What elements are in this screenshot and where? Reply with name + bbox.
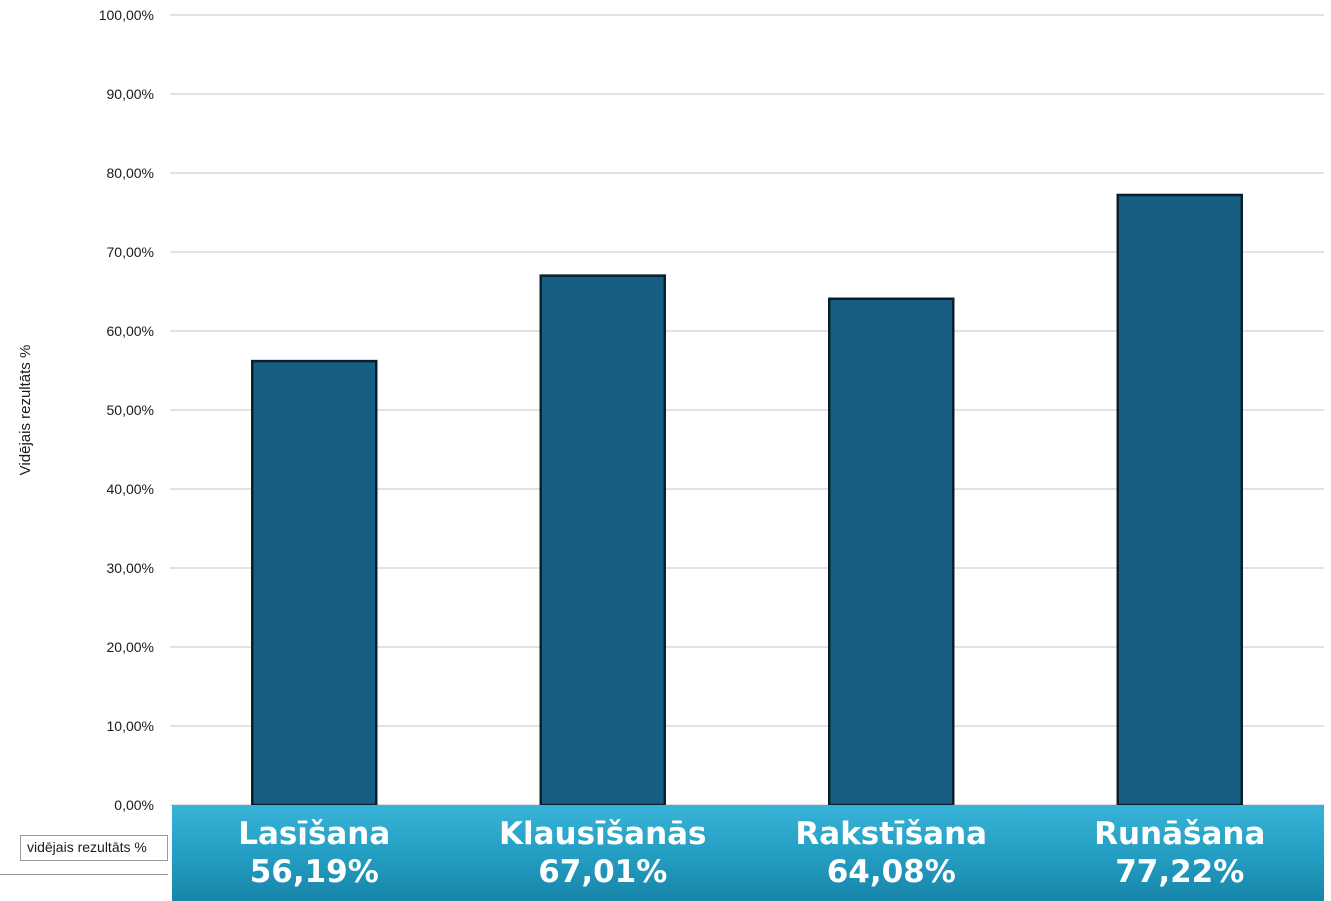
- y-tick-label: 30,00%: [107, 560, 154, 576]
- bar-rakstīšana: [828, 297, 955, 807]
- y-tick-label: 0,00%: [114, 797, 154, 813]
- legend-entry: vidējais rezultāts %: [20, 835, 168, 861]
- category-value-label: 56,19%: [249, 854, 379, 890]
- y-tick-label: 20,00%: [107, 639, 154, 655]
- category-name: Lasīšana: [238, 816, 391, 852]
- y-tick-label: 90,00%: [107, 86, 154, 102]
- bar-klausīšanās: [539, 274, 666, 807]
- category-value-label: 64,08%: [826, 854, 956, 890]
- bars: [251, 193, 1243, 807]
- y-tick-label: 10,00%: [107, 718, 154, 734]
- y-tick-label: 50,00%: [107, 402, 154, 418]
- y-tick-label: 70,00%: [107, 244, 154, 260]
- y-axis-label: Vidējais rezultāts %: [17, 345, 34, 476]
- category-label: Runāšana 77,22%: [1036, 805, 1324, 901]
- y-tick-label: 60,00%: [107, 323, 154, 339]
- legend-series-name: vidējais rezultāts %: [27, 839, 147, 855]
- bar-lasīšana: [251, 359, 378, 807]
- y-axis-ticks: 0,00% 10,00% 20,00% 30,00% 40,00% 50,00% 60,00…: [99, 7, 154, 813]
- category-value-label: 77,22%: [1115, 854, 1245, 890]
- bar-runāšana: [1116, 193, 1243, 807]
- category-name: Rakstīšana: [795, 816, 988, 852]
- category-label: Klausīšanās 67,01%: [459, 805, 747, 901]
- category-value-label: 67,01%: [538, 854, 668, 890]
- y-tick-label: 100,00%: [99, 7, 154, 23]
- legend-divider: [0, 874, 168, 875]
- category-name: Runāšana: [1094, 816, 1266, 852]
- category-label: Lasīšana 56,19%: [170, 805, 458, 901]
- category-label: Rakstīšana 64,08%: [747, 805, 1035, 901]
- y-tick-label: 80,00%: [107, 165, 154, 181]
- category-banner: Lasīšana 56,19% Klausīšanās 67,01% Rakstīšan…: [172, 805, 1324, 901]
- category-name: Klausīšanās: [498, 816, 707, 852]
- y-tick-label: 40,00%: [107, 481, 154, 497]
